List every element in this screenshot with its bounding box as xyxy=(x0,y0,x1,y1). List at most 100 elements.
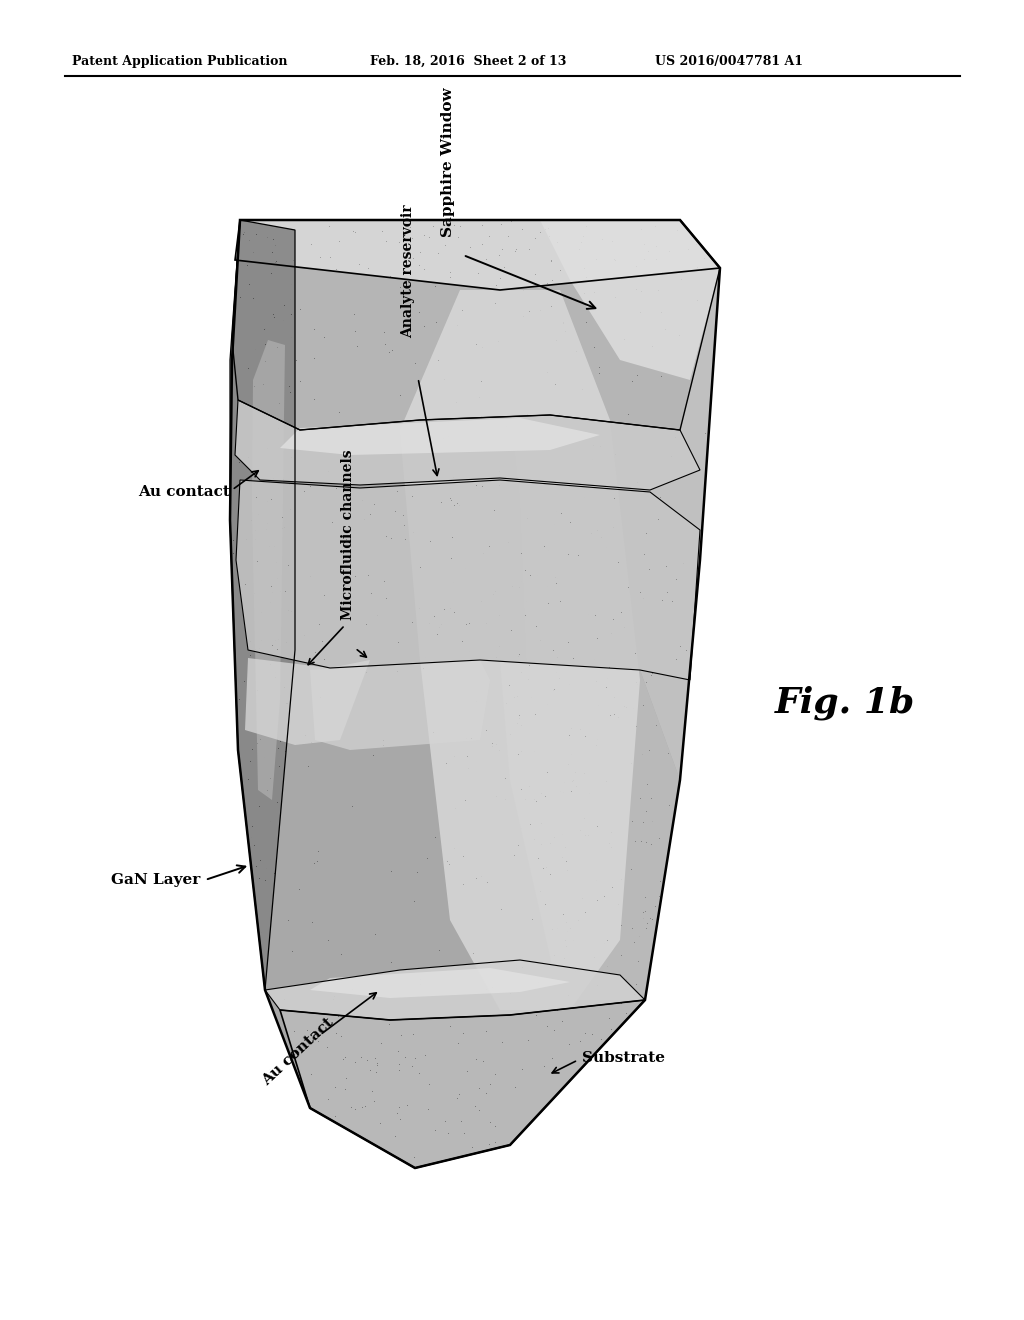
Point xyxy=(633,219,649,240)
Point xyxy=(242,751,258,772)
Point xyxy=(358,661,375,682)
Point xyxy=(245,286,261,308)
Point xyxy=(514,957,530,978)
Point xyxy=(594,228,610,249)
Point xyxy=(649,264,666,285)
Point xyxy=(404,1119,421,1140)
Point xyxy=(637,342,653,363)
Point xyxy=(383,861,399,882)
Point xyxy=(599,668,615,689)
Point xyxy=(398,220,415,242)
Point xyxy=(415,657,431,678)
Point xyxy=(550,424,566,445)
Point xyxy=(487,733,504,754)
Point xyxy=(649,510,666,531)
Point xyxy=(258,512,274,533)
Point xyxy=(411,301,427,322)
Point xyxy=(617,1003,634,1024)
Point xyxy=(261,591,278,612)
Point xyxy=(463,230,479,251)
Point xyxy=(248,223,264,244)
Point xyxy=(637,900,653,921)
Point xyxy=(528,615,545,636)
Point xyxy=(658,581,675,602)
Point xyxy=(479,871,496,892)
Point xyxy=(540,593,556,614)
Point xyxy=(531,999,548,1020)
Polygon shape xyxy=(400,290,640,1010)
Point xyxy=(647,310,664,331)
Point xyxy=(463,727,479,748)
Point xyxy=(597,676,613,697)
Point xyxy=(392,338,409,359)
Point xyxy=(280,375,296,396)
Point xyxy=(248,486,264,507)
Point xyxy=(259,491,275,512)
Point xyxy=(540,762,556,783)
Point xyxy=(644,224,660,246)
Point xyxy=(545,689,561,710)
Point xyxy=(446,215,463,236)
Point xyxy=(695,247,712,268)
Point xyxy=(269,568,286,589)
Point xyxy=(644,374,660,395)
Point xyxy=(401,239,418,260)
Point xyxy=(624,810,640,832)
Point xyxy=(557,375,573,396)
Point xyxy=(510,645,526,667)
Point xyxy=(509,685,525,706)
Text: Au contact: Au contact xyxy=(138,484,230,499)
Point xyxy=(230,451,247,473)
Point xyxy=(532,500,549,521)
Point xyxy=(556,837,572,858)
Point xyxy=(526,264,543,285)
Point xyxy=(641,739,657,760)
Point xyxy=(653,301,670,322)
Point xyxy=(378,525,394,546)
Point xyxy=(356,813,373,834)
Point xyxy=(660,242,677,263)
Point xyxy=(649,413,666,434)
Point xyxy=(444,466,461,487)
Point xyxy=(246,376,262,397)
Point xyxy=(544,388,560,409)
Point xyxy=(599,1010,615,1031)
Point xyxy=(578,982,594,1003)
Polygon shape xyxy=(234,220,720,290)
Point xyxy=(523,477,540,498)
Point xyxy=(548,661,564,682)
Point xyxy=(623,325,639,346)
Point xyxy=(392,1109,409,1130)
Point xyxy=(468,474,484,495)
Point xyxy=(264,228,281,249)
Point xyxy=(575,282,592,304)
Point xyxy=(623,858,639,879)
Text: Analyte reservoir: Analyte reservoir xyxy=(401,205,415,338)
Point xyxy=(458,558,474,579)
Point xyxy=(499,730,515,751)
Point xyxy=(283,273,299,294)
Point xyxy=(351,253,368,275)
Point xyxy=(323,1003,339,1024)
Point xyxy=(389,632,406,653)
Point xyxy=(286,969,302,990)
Point xyxy=(647,888,664,909)
Point xyxy=(558,850,574,871)
Point xyxy=(267,661,284,682)
Point xyxy=(523,908,540,929)
Point xyxy=(364,1081,380,1102)
Point xyxy=(445,837,462,858)
Point xyxy=(303,731,319,752)
Point xyxy=(391,1053,408,1074)
Point xyxy=(612,915,629,936)
Polygon shape xyxy=(238,649,680,1168)
Point xyxy=(431,616,447,638)
Point xyxy=(380,342,396,363)
Point xyxy=(564,770,581,791)
Point xyxy=(335,519,351,540)
Point xyxy=(432,1142,449,1163)
Point xyxy=(705,341,721,362)
Point xyxy=(484,583,501,605)
Point xyxy=(272,994,289,1015)
Point xyxy=(451,226,467,247)
